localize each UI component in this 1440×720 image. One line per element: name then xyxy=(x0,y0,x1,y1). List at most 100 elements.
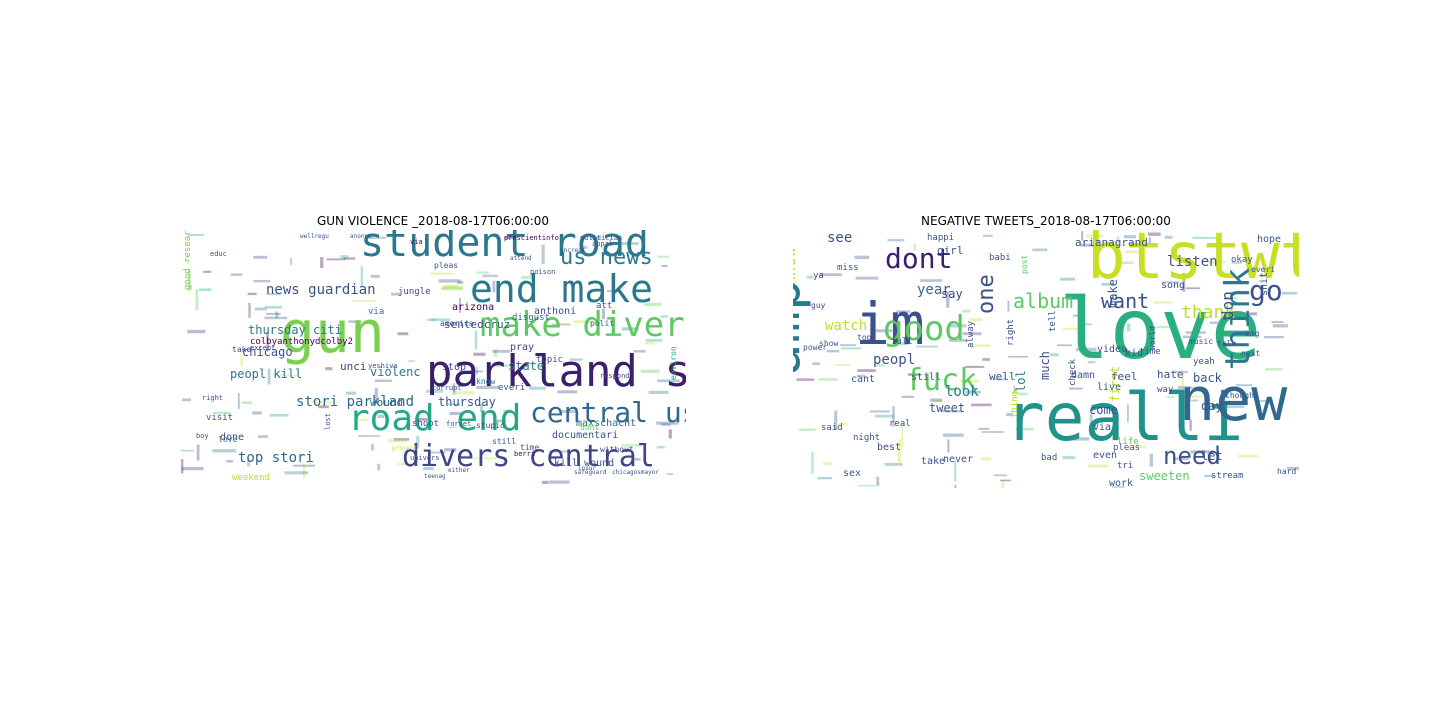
wordcloud-word: except xyxy=(250,344,275,352)
wordcloud-word: thursday citi xyxy=(248,323,342,337)
wordcloud-filler-word xyxy=(561,410,577,414)
wordcloud-word: environ xyxy=(669,346,678,380)
wordcloud-word: arianagrand xyxy=(1075,236,1148,249)
wordcloud-word: listen xyxy=(1167,254,1218,270)
wordcloud-filler-word xyxy=(493,419,507,423)
wordcloud-filler-word xyxy=(318,405,329,409)
wordcloud-word: right xyxy=(1006,319,1016,346)
wordcloud-filler-word xyxy=(994,378,1007,381)
wordcloud-panel-negative-tweets: NEGATIVE TWEETS_2018-08-17T06:00:00 love… xyxy=(793,212,1299,488)
wordcloud-word: pleas xyxy=(1113,443,1140,453)
wordcloud-filler-word xyxy=(557,390,578,394)
wordcloud-word: colbyanthonydcolby2 xyxy=(250,337,353,347)
wordcloud-word: said xyxy=(821,423,843,433)
wordcloud-word: thank xyxy=(1181,302,1235,323)
wordcloud-word: check xyxy=(1068,358,1078,386)
wordcloud-filler-word xyxy=(983,234,993,237)
wordcloud-word: appal xyxy=(592,240,613,248)
wordcloud-filler-word xyxy=(634,458,641,461)
wordcloud-word: song xyxy=(1161,280,1185,291)
wordcloud-word: thursday xyxy=(438,395,496,409)
wordcloud-filler-word xyxy=(1133,445,1146,449)
wordcloud-word: state xyxy=(508,359,544,373)
wordcloud-word: thought xyxy=(1225,391,1259,400)
wordcloud-filler-word xyxy=(856,374,866,378)
wordcloud-filler-word xyxy=(1207,260,1226,264)
wordcloud-filler-word xyxy=(1189,419,1192,431)
wordcloud-word: way xyxy=(1157,385,1174,395)
wordcloud-word: never xyxy=(943,454,973,465)
wordcloud-filler-word xyxy=(377,463,381,471)
wordcloud-filler-word xyxy=(1006,413,1014,416)
wordcloud-filler-word xyxy=(492,349,510,353)
wordcloud-filler-word xyxy=(837,423,848,426)
wordcloud-filler-word xyxy=(438,279,461,283)
wordcloud-word: damn xyxy=(1071,370,1095,381)
wordcloud-word: yeshiva xyxy=(368,362,398,370)
wordcloud-filler-word xyxy=(1238,454,1259,458)
wordcloud-word: peopl kill xyxy=(230,367,302,381)
wordcloud-word: make xyxy=(1106,279,1120,308)
wordcloud-filler-word xyxy=(1087,464,1109,468)
wordcloud-word: back xyxy=(1193,371,1223,385)
wordcloud-filler-word xyxy=(622,444,642,447)
wordcloud-filler-word xyxy=(264,305,282,309)
wordcloud-word: amp xyxy=(793,278,812,376)
wordcloud-word: full xyxy=(891,337,913,347)
wordcloud-filler-word xyxy=(826,349,840,353)
wordcloud-filler-word xyxy=(666,473,673,476)
wordcloud-filler-word xyxy=(428,451,446,454)
wordcloud-word: album xyxy=(1013,289,1073,313)
wordcloud-filler-word xyxy=(1086,234,1104,238)
wordcloud-word: alway xyxy=(966,320,976,348)
wordcloud-word: corrupt xyxy=(432,384,462,392)
wordcloud-word: top stori xyxy=(238,450,314,466)
wordcloud-word: via xyxy=(368,307,384,317)
wordcloud-filler-word xyxy=(1255,400,1273,402)
wordcloud-filler-word xyxy=(348,320,362,323)
wordcloud-filler-word xyxy=(1231,261,1243,264)
wordcloud-filler-word xyxy=(806,275,814,279)
wordcloud-word: live xyxy=(1097,382,1121,393)
wordcloud-filler-word xyxy=(1060,277,1076,281)
wordcloud-filler-word xyxy=(474,330,478,350)
wordcloud-filler-word xyxy=(1229,313,1248,317)
wordcloud-filler-word xyxy=(1155,326,1170,329)
wordcloud-filler-word xyxy=(1272,324,1289,328)
wordcloud-word: politician xyxy=(580,234,622,242)
wordcloud-word: still xyxy=(492,437,516,446)
wordcloud-filler-word xyxy=(423,466,434,471)
wordcloud-filler-word xyxy=(542,480,549,485)
wordcloud-filler-word xyxy=(1172,457,1189,461)
wordcloud-word: night xyxy=(853,433,880,443)
wordcloud-word: increas xyxy=(560,247,586,254)
wordcloud-word: hope xyxy=(1257,234,1281,245)
wordcloud-filler-word xyxy=(946,291,950,308)
wordcloud-filler-word xyxy=(555,323,569,326)
wordcloud-filler-word xyxy=(898,439,902,463)
wordcloud-word: anthoni xyxy=(534,306,576,317)
wordcloud-filler-word xyxy=(644,302,662,307)
wordcloud-filler-word xyxy=(1008,355,1029,358)
wordcloud-filler-word xyxy=(648,390,669,394)
wordcloud-filler-word xyxy=(226,460,234,463)
wordcloud-filler-word xyxy=(1264,368,1283,371)
wordcloud-filler-word xyxy=(312,401,335,404)
wordcloud-filler-word xyxy=(948,338,967,342)
wordcloud-word: pleas xyxy=(434,261,458,270)
wordcloud-filler-word xyxy=(397,463,413,466)
wordcloud-filler-word xyxy=(858,484,876,487)
wordcloud-word: stori parkland xyxy=(296,394,414,410)
wordcloud-word: time xyxy=(520,443,539,452)
panel-title-negative-tweets: NEGATIVE TWEETS_2018-08-17T06:00:00 xyxy=(921,214,1171,228)
wordcloud-word: guy xyxy=(811,301,826,310)
wordcloud-filler-word xyxy=(1076,347,1097,352)
wordcloud-filler-word xyxy=(1111,486,1125,488)
wordcloud-filler-word xyxy=(252,411,262,415)
wordcloud-word: miss xyxy=(837,263,859,273)
wordcloud-filler-word xyxy=(247,292,257,296)
wordcloud-filler-word xyxy=(1032,248,1048,252)
wordcloud-filler-word xyxy=(1019,392,1029,396)
wordcloud-word: stop xyxy=(442,362,466,373)
